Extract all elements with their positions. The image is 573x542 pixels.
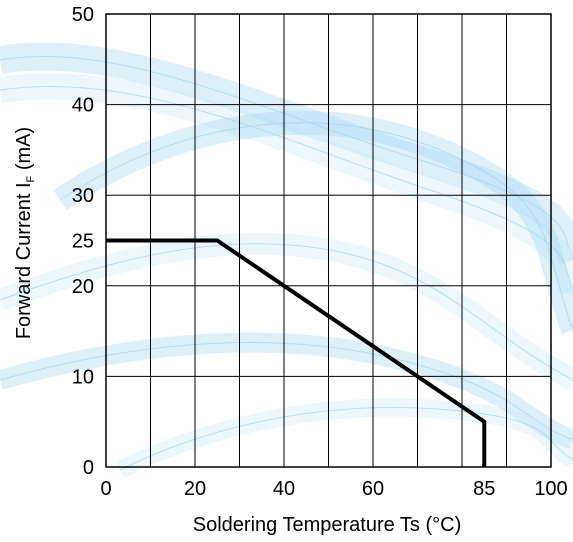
y-tick-label: 50 xyxy=(72,4,94,26)
y-tick-label: 10 xyxy=(72,366,94,388)
wave-line xyxy=(0,86,573,291)
y-tick-label: 0 xyxy=(83,457,94,479)
wave-band xyxy=(115,398,573,479)
y-axis-label-prefix: Forward Current I xyxy=(13,182,35,339)
x-tick-labels: 0 20 40 60 85 100 xyxy=(100,478,567,500)
series-layer xyxy=(105,238,487,468)
x-tick-label: 20 xyxy=(184,478,206,500)
y-tick-label: 20 xyxy=(72,276,94,298)
x-tick-label: 100 xyxy=(534,478,567,500)
wave-line xyxy=(59,122,573,331)
wave-line xyxy=(0,342,573,441)
x-tick-label: 40 xyxy=(273,478,295,500)
y-tick-label: 40 xyxy=(72,95,94,117)
x-tick-label: 60 xyxy=(362,478,384,500)
wave-line xyxy=(0,56,573,261)
x-axis-label: Soldering Temperature Ts (°C) xyxy=(193,514,462,536)
wave-line xyxy=(0,243,573,381)
y-axis-label: Forward Current IF (mA) xyxy=(13,127,37,339)
wave-line xyxy=(119,407,573,471)
y-axis-label-suffix: (mA) xyxy=(13,127,35,176)
x-tick-label: 85 xyxy=(473,478,495,500)
y-tick-label: 25 xyxy=(72,231,94,253)
background-watermark-waves xyxy=(0,42,573,479)
y-axis-label-subscript: F xyxy=(25,175,37,182)
x-tick-label: 0 xyxy=(100,478,111,500)
y-tick-labels: 0 10 20 25 30 40 50 xyxy=(72,4,94,479)
y-tick-label: 30 xyxy=(72,185,94,207)
series-line xyxy=(106,238,487,467)
